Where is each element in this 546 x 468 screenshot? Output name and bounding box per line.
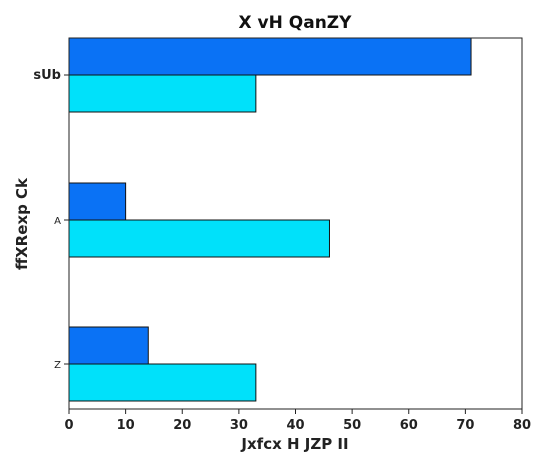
bar-sUb-series-1	[68, 37, 472, 76]
bar-Z-series-2	[68, 363, 257, 402]
x-tick-label: 40	[286, 418, 304, 433]
bar-A-series-2	[68, 219, 330, 258]
x-axis-label: Jxfcx H JZP II	[240, 435, 348, 453]
x-tick-label: 80	[513, 418, 531, 433]
x-tick-label: 60	[400, 418, 418, 433]
chart-title: X vH QanZY	[239, 13, 353, 33]
x-axis-ticks: 0 10 20 30 40 50 60 70 80	[64, 409, 531, 433]
y-tick-label: sUb	[33, 68, 61, 83]
x-tick-label: 30	[230, 418, 248, 433]
y-tick-label: A	[54, 216, 61, 227]
y-axis-ticks: sUb A Z	[33, 68, 69, 371]
bars-group	[68, 37, 472, 402]
plot-frame	[68, 37, 523, 410]
y-tick-label: Z	[54, 360, 61, 371]
bar-A-series-1	[68, 182, 127, 221]
y-axis-label: ffXRexp Ck	[13, 177, 31, 270]
x-tick-label: 0	[64, 418, 73, 433]
x-tick-label: 20	[173, 418, 191, 433]
bar-Z-series-1	[68, 326, 149, 365]
bar-sUb-series-2	[68, 74, 257, 113]
x-tick-label: 70	[456, 418, 474, 433]
x-tick-label: 50	[343, 418, 361, 433]
x-tick-label: 10	[117, 418, 135, 433]
